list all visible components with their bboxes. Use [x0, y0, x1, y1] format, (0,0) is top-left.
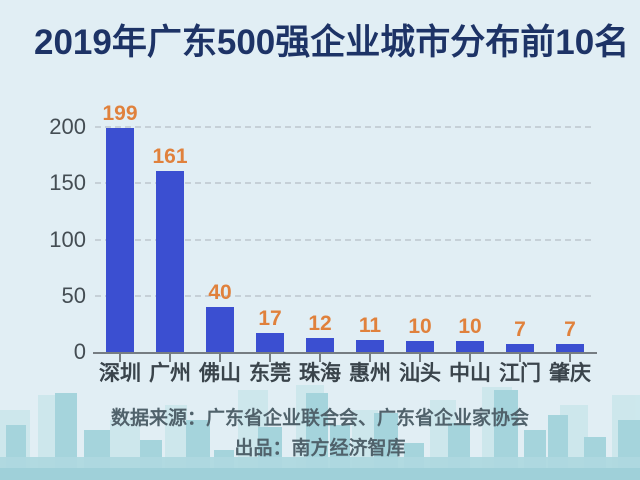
bar-value-label: 7 — [564, 318, 576, 341]
chart-title: 2019年广东500强企业城市分布前10名 — [34, 23, 630, 62]
bar-佛山 — [206, 307, 234, 352]
skyline-back-layer — [0, 385, 640, 480]
y-axis-label-150: 150 — [49, 170, 86, 196]
producer-text: 出品：南方经济智库 — [234, 438, 406, 459]
bar-value-label: 12 — [308, 312, 332, 335]
y-axis-label-0: 0 — [73, 339, 86, 364]
skyline-front-layer — [6, 390, 640, 480]
bar-汕头 — [406, 341, 434, 352]
axis-tick — [469, 354, 471, 362]
x-axis-label: 深圳 — [99, 362, 141, 385]
axis-tick — [119, 354, 121, 362]
x-axis-label: 江门 — [499, 362, 541, 385]
x-axis-label: 惠州 — [349, 362, 391, 385]
bar-value-label: 7 — [514, 318, 526, 341]
axis-tick — [319, 354, 321, 362]
bar-珠海 — [306, 338, 334, 352]
gridline-150 — [95, 182, 591, 185]
bar-惠州 — [356, 340, 384, 352]
x-axis-label: 汕头 — [399, 362, 441, 385]
x-axis-label: 佛山 — [199, 362, 241, 385]
bar-value-label: 161 — [152, 145, 188, 168]
axis-tick — [219, 354, 221, 362]
axis-tick — [269, 354, 271, 362]
x-axis-label: 珠海 — [299, 362, 341, 385]
bar-value-label: 17 — [258, 307, 282, 330]
x-axis-label: 中山 — [449, 362, 491, 385]
bar-value-label: 40 — [208, 281, 232, 304]
x-axis-label: 广州 — [149, 362, 191, 385]
bar-value-label: 11 — [358, 314, 382, 337]
axis-tick — [419, 354, 421, 362]
x-axis-label: 东莞 — [249, 362, 291, 385]
bar-value-label: 199 — [102, 102, 138, 125]
x-axis-label: 肇庆 — [549, 362, 591, 385]
gridline-100 — [95, 238, 591, 241]
data-source-text: 数据来源：广东省企业联合会、广东省企业家协会 — [110, 408, 529, 429]
bar-东莞 — [256, 333, 284, 352]
bar-肇庆 — [556, 344, 584, 352]
bar-中山 — [456, 341, 484, 352]
bar-深圳 — [106, 128, 134, 352]
x-axis-line — [93, 352, 597, 354]
axis-tick — [169, 354, 171, 362]
y-axis-label-50: 50 — [61, 282, 86, 308]
axis-tick — [519, 354, 521, 362]
gridline-200 — [95, 126, 591, 128]
axis-tick — [369, 354, 371, 362]
bar-value-label: 10 — [408, 315, 432, 338]
bar-value-label: 10 — [458, 315, 482, 338]
axis-tick — [569, 354, 571, 362]
bar-广州 — [156, 171, 184, 352]
y-axis-label-100: 100 — [49, 226, 86, 252]
y-axis-label-200: 200 — [49, 114, 86, 139]
bar-江门 — [506, 344, 534, 352]
gridline-50 — [95, 294, 591, 297]
